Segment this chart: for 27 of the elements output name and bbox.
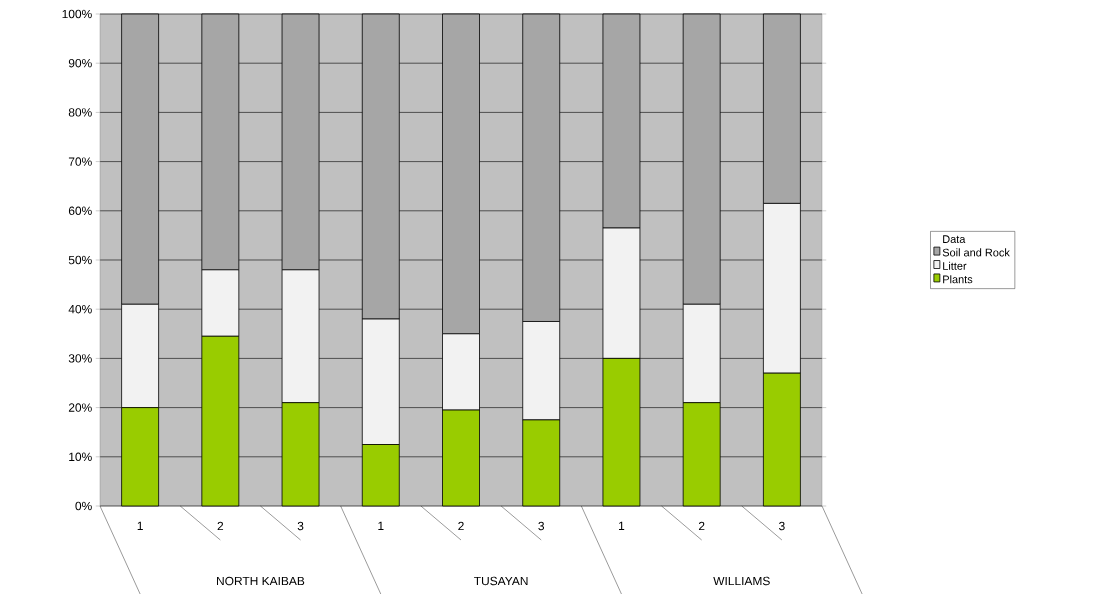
x-tick-label: 2 bbox=[458, 521, 464, 531]
y-tick-label: 60% bbox=[68, 206, 92, 216]
legend-label: Plants bbox=[943, 275, 973, 284]
y-tick-label: 10% bbox=[69, 452, 92, 462]
y-tick-label: 30% bbox=[68, 354, 92, 363]
x-tick-label: 1 bbox=[137, 521, 143, 530]
y-tick-label: 100% bbox=[62, 9, 92, 19]
y-tick-label: 0% bbox=[75, 501, 92, 511]
y-tick-label: 20% bbox=[68, 403, 92, 412]
y-tick-label: 40% bbox=[68, 304, 92, 314]
text: TUSAYAN bbox=[474, 576, 528, 586]
x-tick-label: 1 bbox=[619, 521, 625, 530]
y-tick-label: 50% bbox=[68, 255, 92, 265]
x-tick-label: 3 bbox=[297, 521, 304, 531]
text: WILLIAMS bbox=[713, 576, 770, 586]
x-tick-label: 1 bbox=[378, 521, 384, 530]
legend-label: Litter bbox=[943, 261, 967, 270]
y-tick-label: 80% bbox=[68, 108, 92, 117]
y-tick-label: 90% bbox=[68, 58, 92, 68]
x-tick-label: 3 bbox=[779, 521, 785, 531]
x-tick-label: 3 bbox=[538, 521, 545, 531]
legend-title: Data bbox=[943, 235, 966, 243]
text: NORTH KAIBAB bbox=[217, 576, 305, 586]
legend-label: Soil and Rock bbox=[942, 248, 1010, 257]
x-tick-label: 2 bbox=[698, 521, 705, 531]
y-tick-label: 70% bbox=[68, 157, 92, 166]
x-tick-label: 2 bbox=[217, 521, 224, 531]
